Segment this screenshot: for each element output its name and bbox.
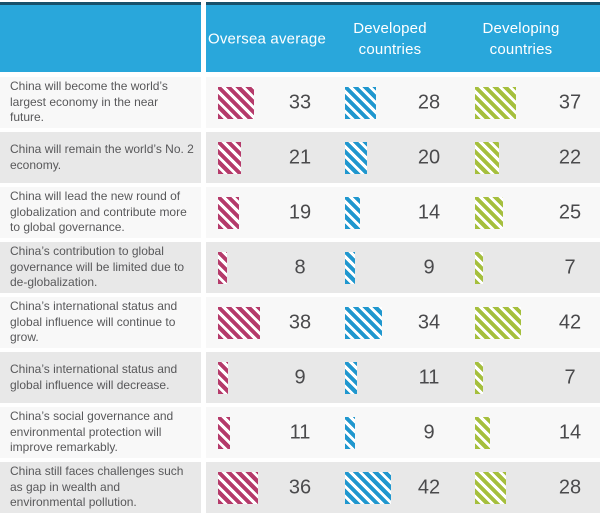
row-statement: China will become the world’s largest ec… bbox=[0, 77, 201, 128]
table-row: China’s international status and global … bbox=[0, 352, 600, 403]
row-statement: China will remain the world’s No. 2 econ… bbox=[0, 132, 201, 183]
value-oversea-average: 11 bbox=[289, 421, 311, 443]
value-developing-countries: 7 bbox=[564, 366, 576, 388]
bar-developed-countries bbox=[345, 196, 360, 229]
bar-developing-countries bbox=[475, 306, 521, 339]
value-developing-countries: 25 bbox=[558, 201, 582, 223]
value-developing-countries: 42 bbox=[558, 311, 582, 333]
row-statement: China’s international status and global … bbox=[0, 352, 201, 403]
value-developing-countries: 22 bbox=[558, 146, 582, 168]
row-values: 11 9 14 bbox=[206, 407, 600, 458]
bar-developing-countries bbox=[475, 471, 506, 504]
value-developing-countries: 14 bbox=[558, 421, 582, 443]
bar-developed-countries bbox=[345, 471, 391, 504]
row-statement: China’s social governance and environmen… bbox=[0, 407, 201, 458]
value-developing-countries: 7 bbox=[564, 256, 576, 278]
value-developed-countries: 20 bbox=[417, 146, 441, 168]
header-spacer bbox=[0, 2, 201, 72]
table-body: China will become the world’s largest ec… bbox=[0, 77, 600, 513]
table-row: China still faces challenges such as gap… bbox=[0, 462, 600, 513]
bar-developing-countries bbox=[475, 196, 503, 229]
value-developing-countries: 37 bbox=[558, 91, 582, 113]
row-values: 33 28 37 bbox=[206, 77, 600, 128]
column-header-oversea-average: Oversea average bbox=[207, 30, 327, 47]
row-values: 8 9 7 bbox=[206, 242, 600, 293]
bar-developed-countries bbox=[345, 361, 357, 394]
column-header-developing-countries: Developing countries bbox=[482, 19, 560, 58]
row-statement: China’s international status and global … bbox=[0, 297, 201, 348]
header-columns: Oversea average Developed countries Deve… bbox=[206, 2, 600, 72]
bar-developed-countries bbox=[345, 86, 376, 119]
table-row: China will lead the new round of globali… bbox=[0, 187, 600, 238]
bar-oversea-average bbox=[218, 416, 230, 449]
row-values: 36 42 28 bbox=[206, 462, 600, 513]
value-oversea-average: 36 bbox=[288, 476, 312, 498]
bar-oversea-average bbox=[218, 86, 254, 119]
bar-developed-countries bbox=[345, 251, 355, 284]
bar-oversea-average bbox=[218, 361, 228, 394]
row-values: 19 14 25 bbox=[206, 187, 600, 238]
row-statement: China still faces challenges such as gap… bbox=[0, 462, 201, 513]
bar-oversea-average bbox=[218, 306, 260, 339]
column-header-developed-countries: Developed countries bbox=[353, 19, 427, 58]
value-oversea-average: 8 bbox=[294, 256, 306, 278]
table-row: China will remain the world’s No. 2 econ… bbox=[0, 132, 600, 183]
value-developed-countries: 9 bbox=[423, 421, 435, 443]
value-developed-countries: 14 bbox=[417, 201, 441, 223]
bar-oversea-average bbox=[218, 471, 258, 504]
table-row: China’s contribution to global governanc… bbox=[0, 242, 600, 293]
bar-oversea-average bbox=[218, 141, 241, 174]
table-row: China’s international status and global … bbox=[0, 297, 600, 348]
value-developed-countries: 42 bbox=[417, 476, 441, 498]
value-oversea-average: 38 bbox=[288, 311, 312, 333]
row-values: 21 20 22 bbox=[206, 132, 600, 183]
bar-developing-countries bbox=[475, 86, 516, 119]
value-oversea-average: 9 bbox=[294, 366, 306, 388]
bar-developing-countries bbox=[475, 361, 483, 394]
value-developed-countries: 28 bbox=[417, 91, 441, 113]
value-developed-countries: 34 bbox=[417, 311, 441, 333]
row-statement: China’s contribution to global governanc… bbox=[0, 242, 201, 293]
value-oversea-average: 19 bbox=[288, 201, 312, 223]
value-developed-countries: 9 bbox=[423, 256, 435, 278]
row-values: 38 34 42 bbox=[206, 297, 600, 348]
row-statement: China will lead the new round of globali… bbox=[0, 187, 201, 238]
value-oversea-average: 33 bbox=[288, 91, 312, 113]
value-developed-countries: 11 bbox=[418, 366, 440, 388]
bar-developed-countries bbox=[345, 416, 355, 449]
bar-oversea-average bbox=[218, 196, 239, 229]
bar-oversea-average bbox=[218, 251, 227, 284]
table-header: Oversea average Developed countries Deve… bbox=[0, 2, 600, 72]
value-oversea-average: 21 bbox=[288, 146, 312, 168]
row-values: 9 11 7 bbox=[206, 352, 600, 403]
bar-developed-countries bbox=[345, 306, 382, 339]
table-row: China’s social governance and environmen… bbox=[0, 407, 600, 458]
value-developing-countries: 28 bbox=[558, 476, 582, 498]
bar-developing-countries bbox=[475, 416, 490, 449]
bar-developing-countries bbox=[475, 251, 483, 284]
bar-developing-countries bbox=[475, 141, 499, 174]
bar-developed-countries bbox=[345, 141, 367, 174]
table-row: China will become the world’s largest ec… bbox=[0, 77, 600, 128]
